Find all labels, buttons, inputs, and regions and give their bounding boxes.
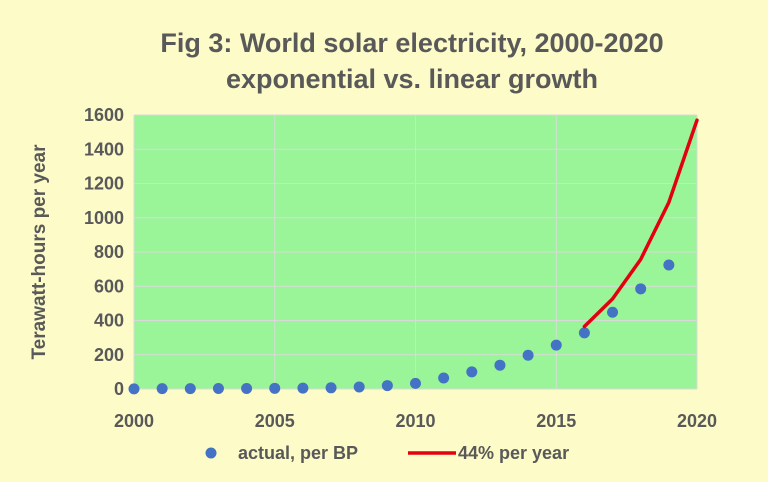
x-tick-label: 2010 — [395, 411, 435, 431]
y-tick-label: 1000 — [84, 208, 124, 228]
data-point — [466, 366, 478, 378]
data-point — [184, 383, 196, 395]
data-point — [635, 283, 647, 295]
data-point — [269, 382, 281, 394]
data-point — [663, 259, 675, 271]
x-tick-label: 2005 — [255, 411, 295, 431]
data-point — [128, 383, 140, 395]
data-point — [381, 380, 393, 392]
y-tick-label: 800 — [94, 242, 124, 262]
y-tick-label: 200 — [94, 345, 124, 365]
y-tick-label: 1400 — [84, 139, 124, 159]
y-tick-label: 1600 — [84, 105, 124, 125]
y-tick-label: 0 — [114, 379, 124, 399]
y-tick-label: 400 — [94, 311, 124, 331]
x-tick-label: 2000 — [114, 411, 154, 431]
x-tick-label: 2020 — [677, 411, 717, 431]
legend-label-actual: actual, per BP — [238, 443, 358, 463]
chart-subtitle: exponential vs. linear growth — [226, 64, 598, 94]
y-axis-label: Terawatt-hours per year — [29, 144, 50, 360]
y-tick-label: 1200 — [84, 174, 124, 194]
data-point — [241, 382, 253, 394]
data-point — [522, 349, 534, 361]
chart-title: Fig 3: World solar electricity, 2000-202… — [160, 28, 663, 58]
data-point — [353, 381, 365, 393]
data-point — [410, 377, 421, 389]
series-line-1 — [582, 118, 699, 329]
y-axis-ticks: 0 200 400 600 800 1000 1200 1400 1600 — [84, 105, 124, 399]
y-tick-label: 600 — [94, 276, 124, 296]
legend: actual, per BP 44% per year — [205, 443, 569, 463]
data-point — [438, 372, 450, 384]
data-point — [212, 382, 224, 394]
x-tick-label: 2015 — [536, 411, 576, 431]
data-point — [156, 383, 168, 395]
legend-marker-actual — [205, 447, 217, 459]
data-point — [607, 306, 619, 318]
series-layer — [128, 118, 699, 395]
gridlines — [133, 114, 698, 390]
data-point — [325, 382, 337, 394]
data-point — [578, 327, 590, 339]
legend-label-exponential: 44% per year — [458, 443, 569, 463]
data-point — [550, 339, 562, 351]
x-axis-ticks: 2000 2005 2010 2015 2020 — [114, 411, 717, 431]
data-point — [494, 359, 506, 371]
data-point — [297, 382, 309, 394]
